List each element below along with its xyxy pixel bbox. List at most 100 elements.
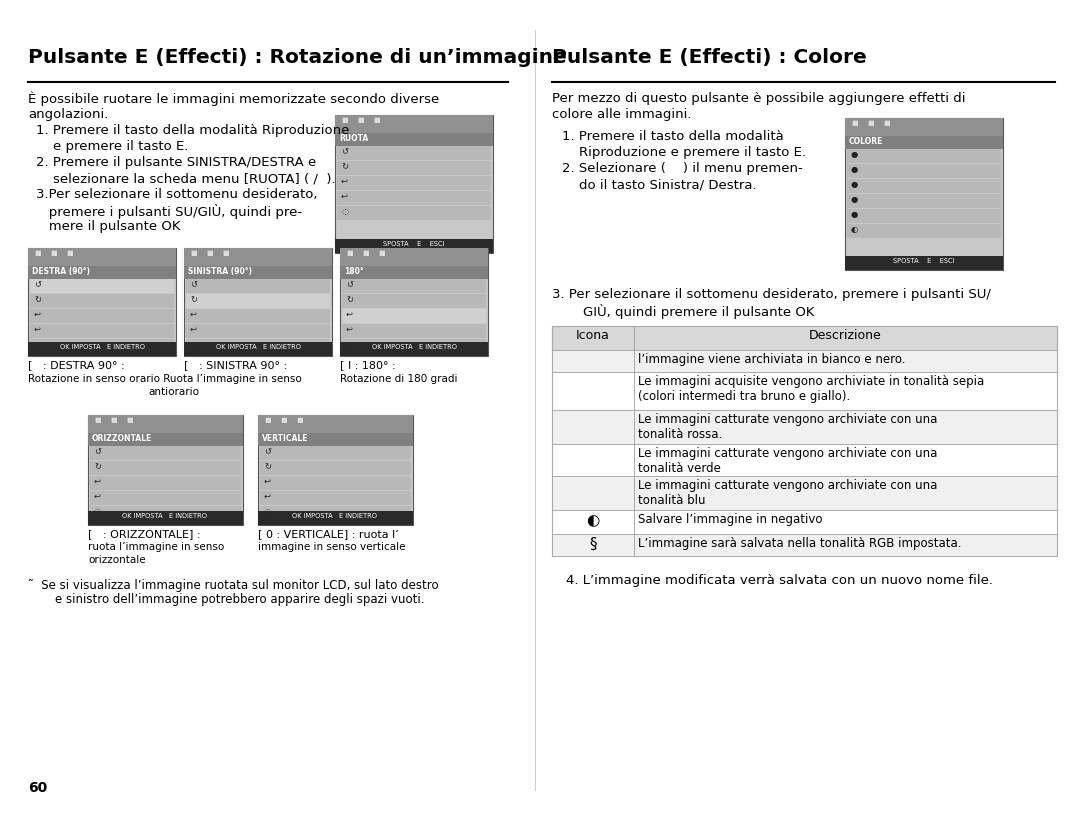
Text: ■: ■ [126, 417, 133, 423]
Text: ↻: ↻ [94, 462, 102, 471]
Bar [337, 146, 491, 160]
Bar [87, 433, 243, 446]
Text: ↩: ↩ [94, 492, 102, 501]
Bar [847, 149, 1001, 163]
Text: ■: ■ [346, 250, 353, 256]
Bar [260, 491, 411, 505]
Bar [552, 410, 1057, 444]
Text: ◌: ◌ [341, 207, 348, 216]
Text: ■: ■ [66, 250, 72, 256]
Text: Icona: Icona [576, 329, 610, 342]
Text: ■: ■ [867, 120, 874, 126]
Text: ■: ■ [373, 117, 380, 123]
Text: ■: ■ [94, 417, 100, 423]
Bar [186, 279, 330, 293]
Bar [260, 476, 411, 490]
Text: Le immagini catturate vengono archiviate con una: Le immagini catturate vengono archiviate… [638, 413, 937, 426]
Bar [552, 372, 1057, 410]
Text: Le immagini catturate vengono archiviate con una: Le immagini catturate vengono archiviate… [638, 447, 937, 460]
Text: selezionare la scheda menu [RUOTA] ( /  ).: selezionare la scheda menu [RUOTA] ( / )… [36, 172, 336, 185]
Text: DESTRA (90°): DESTRA (90°) [32, 267, 90, 276]
Text: §: § [590, 537, 597, 552]
Text: ■: ■ [206, 250, 213, 256]
Text: ↩: ↩ [94, 477, 102, 486]
Bar [552, 476, 1057, 510]
Bar [847, 224, 1001, 238]
Text: [   : ORIZZONTALE] :: [ : ORIZZONTALE] : [87, 529, 201, 539]
Bar [335, 115, 492, 133]
Text: ●: ● [851, 210, 859, 219]
Text: ■: ■ [110, 417, 117, 423]
Bar [552, 510, 1057, 534]
Text: OK IMPOSTA   E INDIETRO: OK IMPOSTA E INDIETRO [293, 513, 378, 519]
Text: ■: ■ [883, 120, 890, 126]
Text: ■: ■ [341, 117, 348, 123]
Bar [260, 461, 411, 475]
Text: ↻: ↻ [346, 295, 353, 304]
Bar [28, 248, 176, 356]
Text: ■: ■ [222, 250, 229, 256]
Bar [552, 534, 1057, 556]
Text: ■: ■ [190, 250, 197, 256]
Bar [87, 511, 243, 525]
Text: mere il pulsante OK: mere il pulsante OK [36, 220, 180, 233]
Text: ●: ● [851, 195, 859, 204]
Text: ■: ■ [50, 250, 56, 256]
Text: e premere il tasto E.: e premere il tasto E. [36, 140, 188, 153]
Text: Le immagini catturate vengono archiviate con una: Le immagini catturate vengono archiviate… [638, 479, 937, 492]
Text: ↩: ↩ [33, 325, 41, 334]
Text: ↻: ↻ [341, 162, 348, 171]
Text: RUOTA: RUOTA [339, 134, 368, 143]
Bar [28, 266, 176, 279]
Text: 1. Premere il tasto della modalità: 1. Premere il tasto della modalità [562, 130, 784, 143]
Text: e sinistro dell’immagine potrebbero apparire degli spazi vuoti.: e sinistro dell’immagine potrebbero appa… [40, 593, 424, 606]
Text: L’immagine sarà salvata nella tonalità RGB impostata.: L’immagine sarà salvata nella tonalità R… [638, 537, 961, 550]
Bar [340, 342, 488, 356]
Bar [87, 415, 243, 525]
Bar [340, 248, 488, 266]
Bar [30, 294, 174, 308]
Bar [335, 133, 492, 146]
Text: ●: ● [851, 180, 859, 189]
Text: ruota l’immagine in senso: ruota l’immagine in senso [87, 542, 225, 552]
Bar [847, 209, 1001, 223]
Text: tonalità rossa.: tonalità rossa. [638, 428, 723, 441]
Bar [184, 248, 332, 266]
Text: 60: 60 [28, 781, 48, 795]
Text: ↺: ↺ [190, 280, 197, 289]
Text: SPOSTA    E    ESCI: SPOSTA E ESCI [893, 258, 955, 264]
Text: ◐: ◐ [586, 513, 599, 528]
Bar [260, 446, 411, 460]
Text: 2. Premere il pulsante SINISTRA/DESTRA e: 2. Premere il pulsante SINISTRA/DESTRA e [36, 156, 316, 169]
Text: ↻: ↻ [264, 462, 271, 471]
Bar [337, 206, 491, 220]
Text: Riproduzione e premere il tasto E.: Riproduzione e premere il tasto E. [562, 146, 806, 159]
Text: ↺: ↺ [94, 447, 102, 456]
Text: OK IMPOSTA   E INDIETRO: OK IMPOSTA E INDIETRO [372, 344, 457, 350]
Bar [184, 342, 332, 356]
Text: angolazioni.: angolazioni. [28, 108, 108, 121]
Text: [   : SINISTRA 90° :: [ : SINISTRA 90° : [184, 360, 287, 370]
Text: 4. L’immagine modificata verrà salvata con un nuovo nome file.: 4. L’immagine modificata verrà salvata c… [566, 574, 993, 587]
Text: OK IMPOSTA   E INDIETRO: OK IMPOSTA E INDIETRO [59, 344, 145, 350]
Text: ↩: ↩ [33, 310, 41, 319]
Text: ↺: ↺ [346, 280, 353, 289]
Text: ◌: ◌ [264, 507, 271, 516]
Text: ↩: ↩ [341, 192, 348, 201]
Bar [335, 115, 492, 253]
Bar [335, 239, 492, 253]
Text: 180°: 180° [345, 267, 364, 276]
Bar [90, 506, 241, 520]
Bar [90, 491, 241, 505]
Bar [258, 511, 413, 525]
Text: ↩: ↩ [346, 325, 353, 334]
Text: ↩: ↩ [341, 177, 348, 186]
Text: ↺: ↺ [341, 147, 348, 156]
Text: 3.Per selezionare il sottomenu desiderato,: 3.Per selezionare il sottomenu desiderat… [36, 188, 318, 201]
Text: Le immagini acquisite vengono archiviate in tonalità sepia: Le immagini acquisite vengono archiviate… [638, 375, 984, 388]
Bar [184, 266, 332, 279]
Text: GIÙ, quindi premere il pulsante OK: GIÙ, quindi premere il pulsante OK [566, 304, 814, 319]
Bar [847, 194, 1001, 208]
Bar [340, 248, 488, 356]
Bar [258, 415, 413, 433]
